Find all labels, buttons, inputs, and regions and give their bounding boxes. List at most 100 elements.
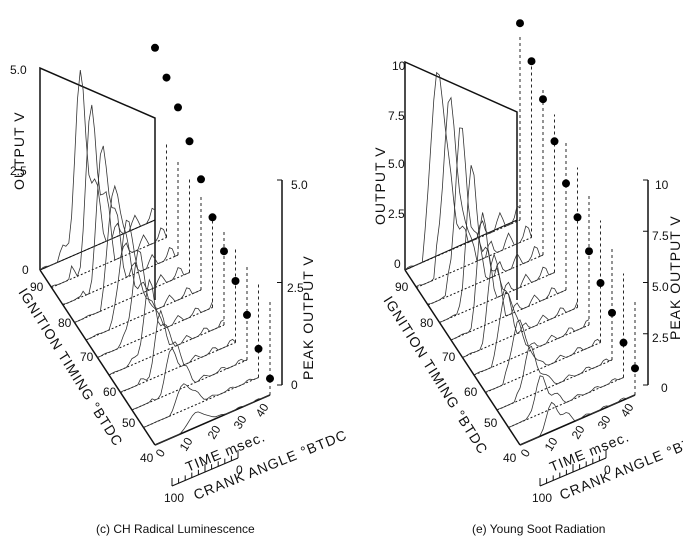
peak-point [631, 364, 639, 373]
ignition-tick-label: 80 [58, 316, 72, 330]
peak-point [220, 247, 228, 256]
time-tick-label: 0 [153, 446, 169, 459]
time-tick-label: 0 [518, 446, 534, 459]
ignition-row-line [462, 307, 578, 358]
ignition-row-line [485, 342, 601, 393]
ignition-tick-label: 50 [122, 416, 136, 430]
ignition-row-line [473, 324, 590, 376]
time-tick-label: 20 [569, 423, 588, 442]
peak-point [619, 338, 628, 347]
crank-tick-label: 100 [532, 491, 552, 505]
output-curve [508, 375, 624, 428]
y-axis-title: OUTPUT V [11, 111, 27, 190]
output-curve [450, 212, 567, 341]
peak-point [231, 277, 240, 285]
y-tick-label: 2.5 [10, 164, 27, 178]
output-curve [427, 127, 544, 305]
peak-point [585, 247, 593, 256]
time-tick-label: 10 [542, 435, 561, 454]
y-tick-label: 2.5 [388, 207, 405, 221]
ignition-tick-label: 90 [395, 280, 409, 294]
peak-tick-label: 10 [655, 178, 669, 192]
ignition-row-line [416, 237, 532, 288]
panel-c-chart: 5.0 2.5 0 OUTPUT V 90 80 70 60 50 40 IGN… [10, 43, 349, 536]
output-curve [404, 71, 521, 271]
crank-tick-label: 0 [604, 463, 611, 477]
peak-point [573, 213, 582, 222]
peak-point [197, 175, 205, 184]
peak-point [254, 344, 263, 353]
peak-point [596, 279, 605, 288]
time-tick-label: 10 [177, 435, 196, 454]
crank-tick-label: 100 [164, 491, 184, 505]
y-axis-title: OUTPUT V [372, 146, 388, 225]
peak-axis-title: PEAK OUTPUT V [667, 215, 683, 340]
output-curve [108, 278, 225, 376]
panel-caption: (c) CH Radical Luminescence [96, 522, 255, 536]
peak-tick-label: 0 [291, 378, 298, 392]
peak-tick-label: 5.0 [652, 280, 669, 294]
output-curve [485, 319, 601, 393]
panel-caption: (e) Young Soot Radiation [472, 522, 605, 536]
output-curve [473, 291, 590, 376]
output-curves [39, 70, 271, 446]
y-tick-label: 0 [22, 263, 29, 277]
peak-point [162, 73, 171, 82]
ignition-tick-label: 90 [30, 280, 44, 294]
peak-point [185, 137, 194, 146]
peak-tick-label: 2.5 [652, 331, 669, 345]
peak-axis-ticks [277, 179, 282, 386]
output-curve [519, 394, 636, 446]
peak-point [550, 137, 559, 146]
ignition-tick-label: 40 [140, 451, 154, 465]
ignition-tick-label: 60 [464, 385, 478, 399]
output-curve [462, 253, 578, 358]
ignition-dotted-lines [404, 219, 636, 446]
peak-point [527, 57, 536, 66]
peak-dotted-verticals [154, 125, 271, 395]
peak-point [266, 374, 274, 383]
ignition-tick-label: 40 [503, 451, 517, 465]
output-curve [62, 145, 179, 305]
output-curve [416, 96, 532, 287]
y-tick-label: 0 [394, 257, 401, 271]
ignition-tick-label: 70 [80, 350, 94, 364]
y-tick-label: 7.5 [388, 109, 405, 123]
peak-point [539, 95, 547, 104]
peak-point [516, 19, 524, 28]
ignition-row-line [450, 289, 567, 341]
ignition-row-line [404, 219, 521, 271]
output-curve [120, 309, 236, 393]
crank-tick-label: 0 [236, 463, 243, 477]
ignition-tick-label: 60 [103, 385, 117, 399]
peak-tick-label: 7.5 [652, 229, 669, 243]
output-curves [404, 71, 636, 446]
output-curve [143, 377, 259, 428]
time-tick-label: 30 [231, 413, 250, 432]
ignition-row-line [51, 237, 167, 288]
output-curve [97, 249, 213, 358]
peak-tick-label: 0 [661, 381, 668, 395]
time-tick-label: 40 [253, 401, 272, 420]
time-tick-label: 30 [595, 413, 614, 432]
ignition-tick-label: 50 [484, 416, 498, 430]
ignition-row-line [39, 219, 156, 271]
peak-point [208, 213, 217, 222]
ignition-tick-label: 80 [420, 316, 434, 330]
panel-e-chart: 10 7.5 5.0 2.5 0 OUTPUT V 90 80 70 60 50… [372, 19, 683, 536]
ignition-tick-label: 70 [442, 350, 456, 364]
ignition-row-line [108, 324, 225, 376]
y-tick-label: 5.0 [388, 157, 405, 171]
crank-scale-ticks [171, 450, 239, 486]
peak-tick-label: 2.5 [287, 281, 304, 295]
peak-point [151, 43, 159, 52]
output-curve [39, 70, 156, 271]
peak-dotted-verticals [519, 35, 636, 395]
y-tick-label: 10 [392, 59, 406, 73]
crank-scale-ticks [539, 450, 607, 486]
ignition-axis-title: IGNITION TIMING °BTDC [15, 285, 126, 449]
peak-point [608, 308, 616, 317]
output-curve [439, 165, 555, 323]
output-curve [496, 345, 613, 410]
time-tick-label: 20 [205, 423, 224, 442]
